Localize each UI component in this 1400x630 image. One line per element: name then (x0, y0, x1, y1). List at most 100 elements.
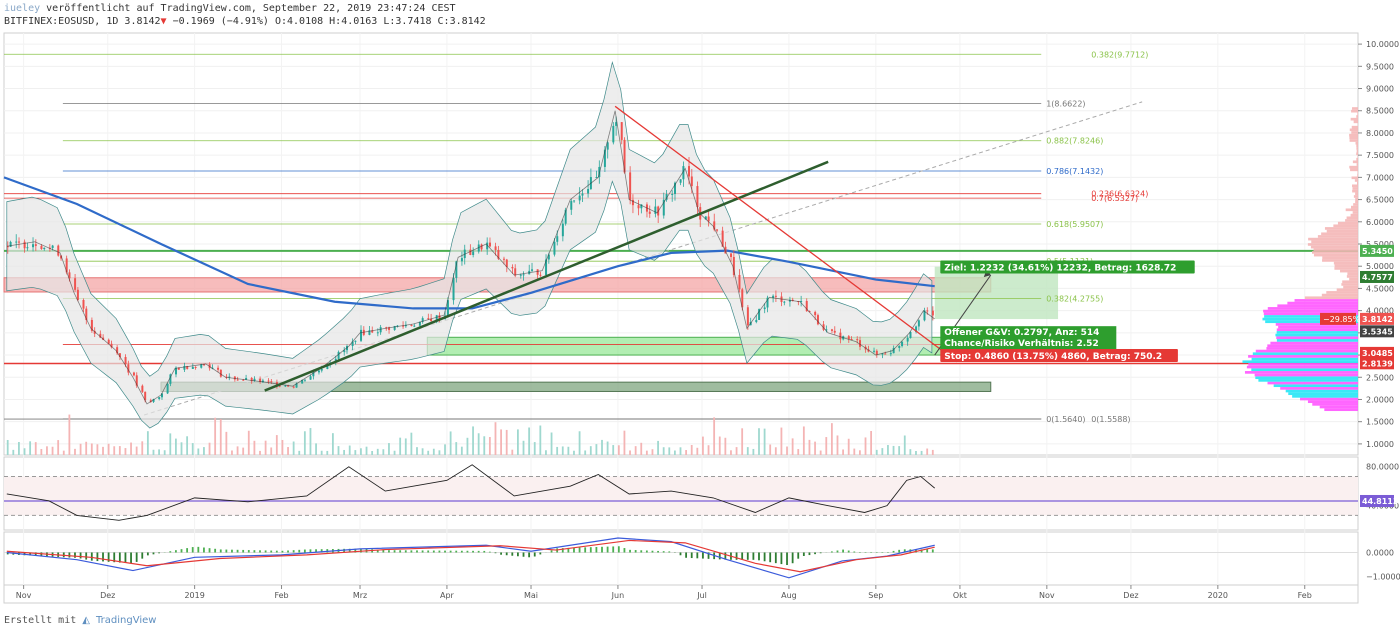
macd-hist-bar (477, 550, 480, 553)
candle-body (278, 385, 281, 387)
volume-bar (203, 447, 205, 455)
volume-bar (225, 431, 228, 455)
volume-bar (517, 429, 519, 455)
y-tick-label: 8.0000 (1366, 129, 1394, 138)
candle-body (346, 346, 349, 351)
tradingview-brand[interactable]: TradingView (96, 615, 157, 626)
macd-hist-bar (561, 548, 564, 553)
volume-bar (830, 423, 833, 455)
candle-body (480, 244, 483, 250)
chart-header: iueley veröffentlicht auf TradingView.co… (4, 2, 486, 28)
macd-hist-bar (797, 552, 800, 559)
volume-bar (741, 428, 744, 455)
volume-bar (320, 450, 323, 455)
volume-bar (107, 443, 110, 455)
volume-bar (640, 442, 643, 455)
macd-hist-bar (617, 546, 620, 553)
candle-body (301, 380, 304, 384)
last-price: 3.8142 (124, 16, 161, 27)
macd-hist-bar (814, 552, 816, 555)
macd-hist-bar (354, 548, 357, 553)
volume-bar (247, 430, 250, 455)
volume-bar (595, 444, 598, 455)
candle-body (385, 327, 388, 329)
macd-hist-bar (410, 550, 413, 553)
volume-bar (802, 426, 805, 455)
volume-profile-bar (1354, 179, 1358, 182)
volume-bar (169, 433, 172, 455)
volume-profile-bar (1300, 397, 1358, 401)
candle-body (536, 269, 539, 275)
volume-bar (270, 447, 273, 455)
candle-body (438, 315, 441, 319)
candle-body (455, 261, 458, 278)
macd-hist-bar (388, 550, 390, 553)
fib-label: 0.882(7.8246) (1046, 137, 1103, 146)
candle-body (665, 194, 668, 200)
candle-body (808, 311, 811, 313)
candle-body (18, 241, 21, 243)
candle-body (561, 223, 564, 237)
candle-body (631, 199, 634, 206)
volume-profile-bar (1357, 171, 1358, 174)
macd-hist-bar (640, 550, 643, 553)
candle-body (34, 244, 37, 246)
author-name[interactable]: iueley (4, 3, 41, 14)
volume-profile-bar (1353, 203, 1358, 206)
macd-hist-bar (931, 549, 934, 553)
candle-body (772, 295, 775, 298)
volume-bar (382, 449, 385, 455)
candle-body (620, 122, 623, 140)
macd-hist-bar (780, 552, 783, 565)
candle-body (320, 368, 323, 371)
volume-bar (348, 445, 351, 455)
candle-body (32, 244, 35, 248)
macd-hist-bar (472, 550, 474, 553)
volume-profile-bar (1352, 107, 1358, 110)
volume-profile-bar (1333, 224, 1358, 228)
volume-bar (573, 450, 575, 455)
x-tick-label: Okt (953, 591, 967, 600)
macd-hist-bar (29, 552, 32, 556)
position-box-bg (940, 326, 1117, 351)
macd-hist-bar (466, 550, 469, 553)
volume-profile-bar (1317, 235, 1358, 238)
macd-hist-bar (455, 550, 458, 553)
macd-hist-bar (264, 550, 267, 553)
candle-body (124, 357, 127, 365)
macd-hist-bar (152, 552, 155, 555)
candle-body (26, 247, 29, 249)
volume-profile-bar (1262, 317, 1358, 321)
candle-body (867, 349, 870, 352)
volume-bar (791, 438, 794, 455)
candle-body (452, 277, 455, 301)
volume-profile-bar (1308, 237, 1358, 241)
x-tick-label: Nov (1039, 591, 1055, 600)
volume-profile-bar (1351, 176, 1358, 180)
candle-body (648, 211, 651, 214)
volume-profile-bar (1313, 248, 1358, 252)
volume-bar (158, 449, 160, 455)
volume-profile-bar (1275, 323, 1358, 326)
rsi-line (6, 464, 935, 521)
candle-body (469, 249, 472, 255)
candle-body (732, 256, 735, 275)
volume-bar (113, 446, 116, 455)
macd-hist-bar (6, 552, 9, 555)
volume-bar (707, 445, 710, 455)
volume-bar (601, 439, 603, 455)
fib-label: 0(1.5640) (1046, 415, 1085, 424)
volume-bar (432, 448, 435, 455)
candle-body (194, 366, 197, 368)
target-zone (934, 266, 1059, 320)
volume-bar (735, 447, 738, 455)
macd-hist-bar (645, 550, 648, 553)
candle-body (856, 339, 859, 341)
volume-profile-bar (1307, 243, 1358, 246)
x-tick-label: Nov (16, 591, 32, 600)
candle-body (287, 385, 290, 387)
volume-profile-bar (1263, 312, 1358, 316)
macd-hist-bar (819, 552, 822, 554)
volume-bar (657, 440, 659, 455)
